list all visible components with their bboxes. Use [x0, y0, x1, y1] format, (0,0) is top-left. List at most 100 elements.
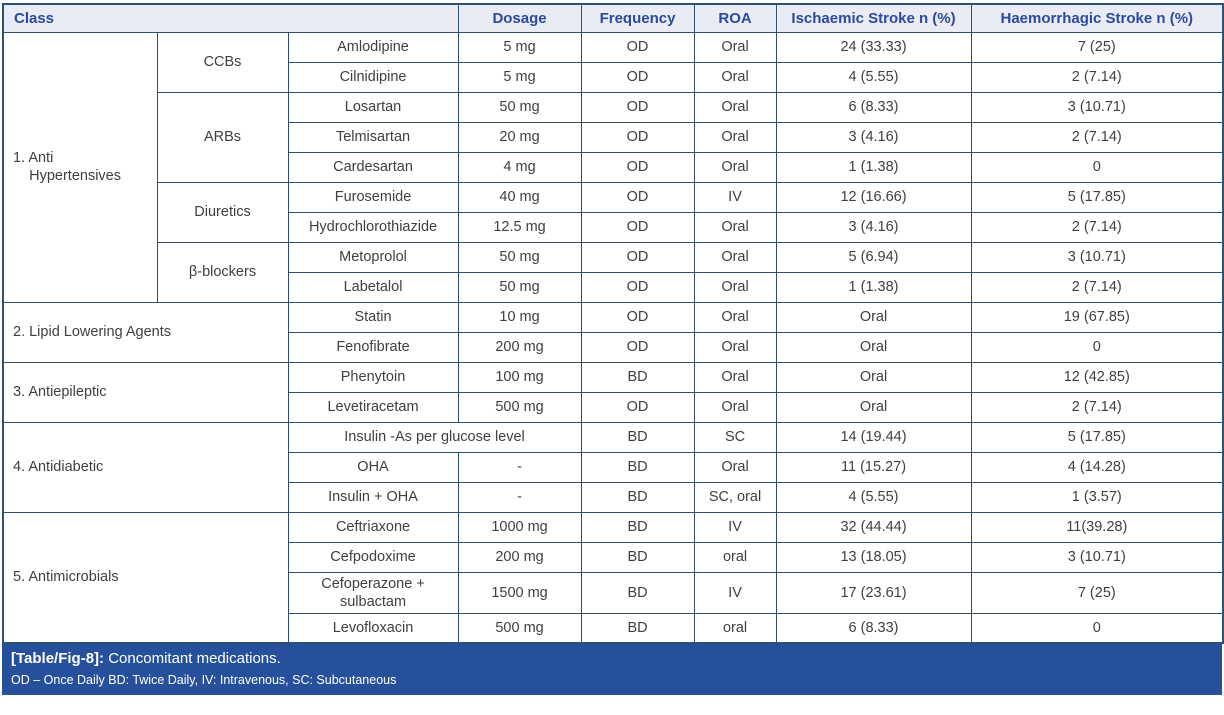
table-row: Insulin + OHA - BD SC, oral 4 (5.55) 1 (…	[3, 481, 1224, 513]
cell-haemorrhagic: 2 (7.14)	[970, 61, 1224, 93]
cell-roa: SC, oral	[693, 481, 777, 513]
cell-roa: Oral	[693, 61, 777, 93]
cell-ischaemic: 4 (5.55)	[775, 61, 972, 93]
cell-frequency: OD	[580, 211, 695, 243]
cell-haemorrhagic: 11(39.28)	[970, 511, 1224, 543]
cell-class-antidiabetic: 4. Antidiabetic	[2, 421, 289, 513]
cell-ischaemic: Oral	[775, 301, 972, 333]
cell-frequency: OD	[580, 331, 695, 363]
cell-roa: Oral	[693, 121, 777, 153]
cell-haemorrhagic: 3 (10.71)	[970, 241, 1224, 273]
table-row: β-blockers Metoprolol 50 mg OD Oral 5 (6…	[3, 241, 1224, 303]
cell-dosage: 50 mg	[457, 91, 582, 123]
cell-subclass-arbs: ARBs	[156, 91, 289, 183]
cell-frequency: BD	[580, 511, 695, 543]
cell-ischaemic: 3 (4.16)	[775, 121, 972, 153]
cell-dosage: -	[457, 451, 582, 483]
cell-ischaemic: 17 (23.61)	[775, 571, 972, 614]
cell-dosage: 5 mg	[457, 61, 582, 93]
cell-frequency: OD	[580, 151, 695, 183]
cell-dosage: 4 mg	[457, 151, 582, 183]
table-row: Cefpodoxime 200 mg BD oral 13 (18.05) 3 …	[3, 541, 1224, 573]
table-row: Cardesartan 4 mg OD Oral 1 (1.38) 0	[3, 151, 1224, 183]
cell-frequency: OD	[580, 91, 695, 123]
col-header-roa: ROA	[693, 3, 777, 33]
cell-haemorrhagic: 0	[970, 331, 1224, 363]
cell-frequency: BD	[580, 481, 695, 513]
cell-roa: Oral	[693, 391, 777, 423]
cell-roa: Oral	[693, 91, 777, 123]
cell-dosage: 12.5 mg	[457, 211, 582, 243]
cell-ischaemic: 1 (1.38)	[775, 271, 972, 303]
cell-dosage: 40 mg	[457, 181, 582, 213]
table-row: ARBs Losartan 50 mg OD Oral 6 (8.33) 3 (…	[3, 91, 1224, 183]
cell-drug: Telmisartan	[287, 121, 459, 153]
cell-haemorrhagic: 19 (67.85)	[970, 301, 1224, 333]
table-row: Cefoperazone + sulbactam 1500 mg BD IV 1…	[3, 571, 1224, 614]
cell-roa: Oral	[693, 241, 777, 273]
cell-haemorrhagic: 2 (7.14)	[970, 121, 1224, 153]
cell-haemorrhagic: 0	[970, 612, 1224, 644]
cell-ischaemic: 12 (16.66)	[775, 181, 972, 213]
cell-frequency: OD	[580, 271, 695, 303]
cell-frequency: BD	[580, 421, 695, 453]
cell-frequency: OD	[580, 181, 695, 213]
cell-drug: Insulin + OHA	[287, 481, 459, 513]
caption-label: [Table/Fig-8]:	[11, 650, 105, 668]
cell-drug: Cefpodoxime	[287, 541, 459, 573]
cell-dosage: 1500 mg	[457, 571, 582, 614]
cell-roa: Oral	[693, 31, 777, 63]
cell-drug: Amlodipine	[287, 31, 459, 63]
table-row: 2. Lipid Lowering Agents Statin 10 mg OD…	[2, 301, 1224, 363]
cell-dosage: 50 mg	[457, 271, 582, 303]
cell-drug: Metoprolol	[287, 241, 459, 273]
cell-drug: Furosemide	[287, 181, 459, 213]
cell-drug: Losartan	[287, 91, 459, 123]
cell-dosage: 200 mg	[457, 541, 582, 573]
col-header-frequency: Frequency	[580, 3, 695, 33]
caption-text: Concomitant medications.	[104, 650, 281, 668]
cell-ischaemic: 3 (4.16)	[775, 211, 972, 243]
cell-roa: Oral	[693, 451, 777, 483]
cell-roa: Oral	[693, 301, 777, 333]
cell-frequency: BD	[580, 541, 695, 573]
cell-ischaemic: 14 (19.44)	[775, 421, 972, 453]
cell-haemorrhagic: 3 (10.71)	[970, 541, 1224, 573]
cell-ischaemic: Oral	[775, 391, 972, 423]
cell-drug: Fenofibrate	[287, 331, 459, 363]
cell-drug: OHA	[287, 451, 459, 483]
cell-haemorrhagic: 3 (10.71)	[970, 91, 1224, 123]
caption-legend: OD – Once Daily BD: Twice Daily, IV: Int…	[11, 673, 397, 687]
cell-roa: IV	[693, 511, 777, 543]
cell-dosage: 1000 mg	[457, 511, 582, 543]
cell-ischaemic: 13 (18.05)	[775, 541, 972, 573]
cell-frequency: OD	[580, 31, 695, 63]
table-row: OHA - BD Oral 11 (15.27) 4 (14.28)	[3, 451, 1224, 483]
cell-haemorrhagic: 2 (7.14)	[970, 211, 1224, 243]
cell-haemorrhagic: 0	[970, 151, 1224, 183]
col-header-haemorrhagic-stroke: Haemorrhagic Stroke n (%)	[970, 3, 1224, 33]
cell-class-antimicrobials: 5. Antimicrobials	[2, 511, 289, 644]
cell-subclass-diuretics: Diuretics	[156, 181, 289, 243]
table-row: Diuretics Furosemide 40 mg OD IV 12 (16.…	[3, 181, 1224, 243]
cell-haemorrhagic: 4 (14.28)	[970, 451, 1224, 483]
cell-frequency: OD	[580, 301, 695, 333]
table-row: Fenofibrate 200 mg OD Oral Oral 0	[3, 331, 1224, 363]
cell-dosage: 500 mg	[457, 612, 582, 644]
cell-drug: Hydrochlorothiazide	[287, 211, 459, 243]
cell-ischaemic: Oral	[775, 331, 972, 363]
cell-ischaemic: 32 (44.44)	[775, 511, 972, 543]
cell-drug: Ceftriaxone	[287, 511, 459, 543]
cell-frequency: OD	[580, 241, 695, 273]
cell-frequency: BD	[580, 451, 695, 483]
cell-ischaemic: 1 (1.38)	[775, 151, 972, 183]
cell-frequency: BD	[580, 361, 695, 393]
cell-haemorrhagic: 1 (3.57)	[970, 481, 1224, 513]
cell-ischaemic: 24 (33.33)	[775, 31, 972, 63]
cell-roa: Oral	[693, 271, 777, 303]
cell-ischaemic: 6 (8.33)	[775, 91, 972, 123]
col-header-ischaemic-stroke: Ischaemic Stroke n (%)	[775, 3, 972, 33]
cell-dosage: 500 mg	[457, 391, 582, 423]
cell-frequency: BD	[580, 571, 695, 614]
header-row: Class Dosage Frequency ROA Ischaemic Str…	[2, 3, 1224, 33]
